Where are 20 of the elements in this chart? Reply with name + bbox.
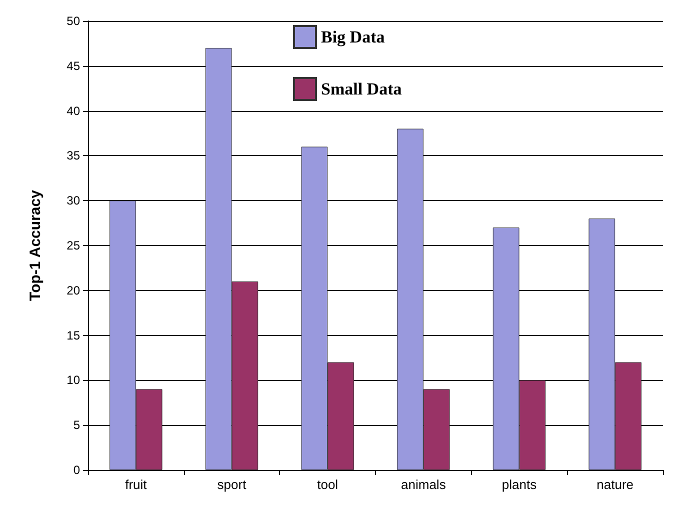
y-tick-label: 35	[66, 148, 80, 163]
y-tick-label: 40	[66, 104, 80, 118]
y-tick-label: 5	[73, 418, 80, 432]
y-tick-label: 50	[66, 14, 80, 28]
y-tick-label: 15	[66, 328, 80, 342]
x-tick-label: tool	[317, 477, 338, 492]
y-tick-label: 20	[66, 283, 80, 298]
x-tick-label: plants	[502, 477, 538, 492]
y-tick-label: 30	[66, 194, 80, 208]
x-tick-label: fruit	[125, 477, 148, 492]
legend-label: Small Data	[321, 80, 402, 98]
y-tick-label: 0	[73, 463, 80, 477]
y-tick-label: 45	[66, 58, 80, 73]
x-tick-label: nature	[596, 477, 634, 492]
x-tick-label: sport	[217, 477, 247, 492]
x-tick-label: animals	[401, 477, 446, 492]
legend-label: Big Data	[321, 28, 386, 46]
y-axis-title: Top-1 Accuracy	[27, 189, 44, 301]
y-tick-label: 10	[66, 373, 80, 388]
y-tick-label: 25	[66, 238, 80, 252]
